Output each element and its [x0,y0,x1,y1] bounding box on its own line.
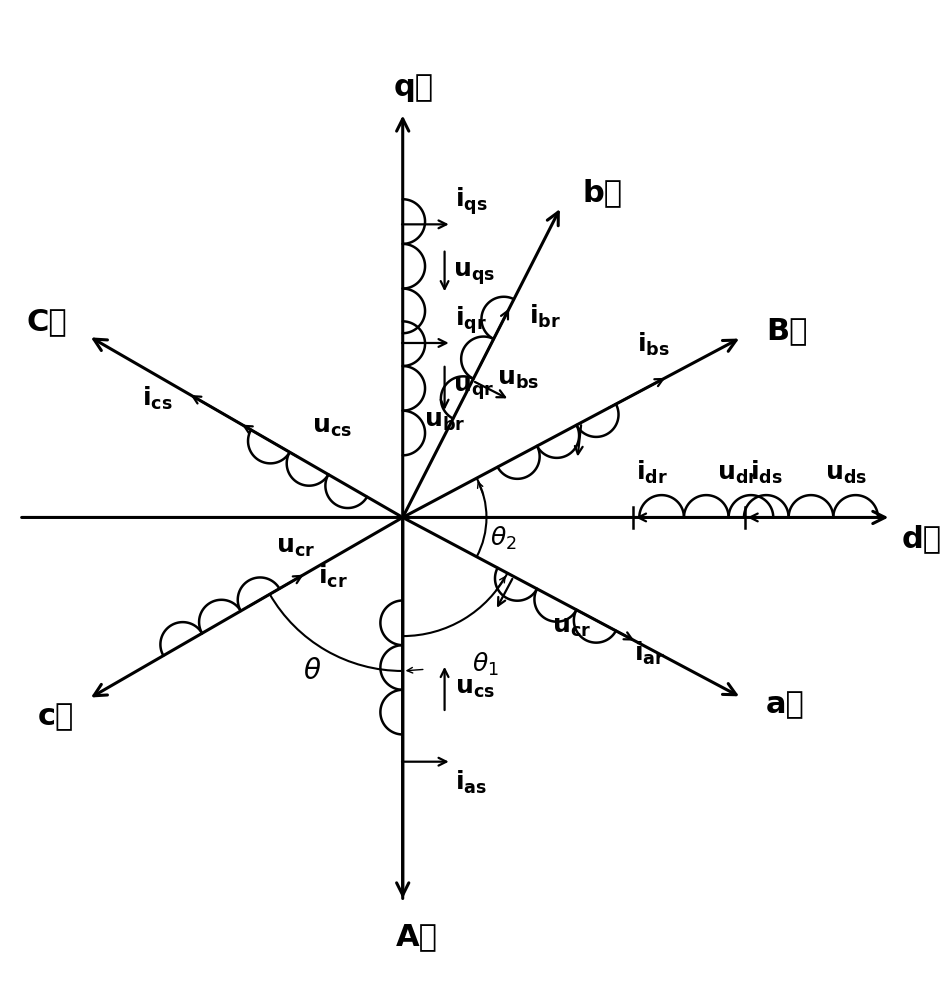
Text: $\mathbf{i_{qs}}$: $\mathbf{i_{qs}}$ [455,186,487,217]
Text: $\mathbf{i_{cr}}$: $\mathbf{i_{cr}}$ [317,563,347,590]
Text: C轴: C轴 [26,308,67,337]
Text: $\theta_2$: $\theta_2$ [489,525,516,552]
Text: $\mathbf{u_{cs}}$: $\mathbf{u_{cs}}$ [455,676,495,700]
Text: $\mathbf{u_{cr}}$: $\mathbf{u_{cr}}$ [276,535,314,559]
Text: $\mathbf{u_{br}}$: $\mathbf{u_{br}}$ [424,409,465,433]
Text: $\mathbf{u_{qs}}$: $\mathbf{u_{qs}}$ [452,260,495,287]
Text: c轴: c轴 [38,702,75,731]
Text: b轴: b轴 [582,178,621,207]
Text: $\mathbf{u_{dr}}$: $\mathbf{u_{dr}}$ [716,462,757,486]
Text: $\theta$: $\theta$ [302,657,321,685]
Text: d轴: d轴 [901,524,940,553]
Text: A轴: A轴 [396,922,437,951]
Text: $\mathbf{i_{bs}}$: $\mathbf{i_{bs}}$ [636,331,669,358]
Text: $\mathbf{i_{cs}}$: $\mathbf{i_{cs}}$ [142,385,173,412]
Text: $\theta_1$: $\theta_1$ [472,650,498,678]
Text: $\mathbf{u_{cs}}$: $\mathbf{u_{cs}}$ [312,415,351,439]
Text: $\mathbf{i_{br}}$: $\mathbf{i_{br}}$ [529,303,561,330]
Text: B轴: B轴 [766,316,806,345]
Text: $\mathbf{u_{ds}}$: $\mathbf{u_{ds}}$ [824,462,866,486]
Text: $\mathbf{i_{dr}}$: $\mathbf{i_{dr}}$ [635,459,667,486]
Text: q轴: q轴 [393,73,432,102]
Text: $\mathbf{u_{qr}}$: $\mathbf{u_{qr}}$ [452,375,494,402]
Text: $\mathbf{u_{bs}}$: $\mathbf{u_{bs}}$ [497,367,539,391]
Text: $\mathbf{u_{cr}}$: $\mathbf{u_{cr}}$ [551,615,590,639]
Text: $\mathbf{i_{ds}}$: $\mathbf{i_{ds}}$ [750,459,783,486]
Text: a轴: a轴 [766,690,804,719]
Text: $\mathbf{i_{as}}$: $\mathbf{i_{as}}$ [455,769,487,796]
Text: $\mathbf{i_{qr}}$: $\mathbf{i_{qr}}$ [455,304,486,336]
Text: $\mathbf{i_{ar}}$: $\mathbf{i_{ar}}$ [633,640,665,667]
